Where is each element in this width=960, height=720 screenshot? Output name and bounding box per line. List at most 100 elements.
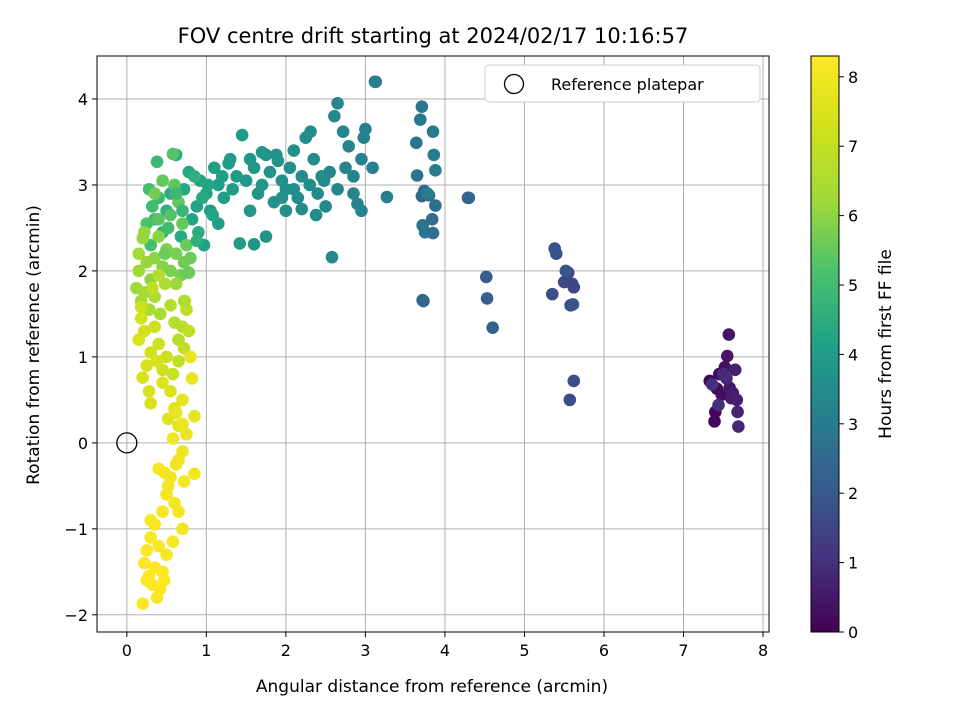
scatter-point	[169, 247, 183, 261]
scatter-point	[156, 505, 169, 518]
scatter-point	[138, 556, 151, 570]
y-tick-label: 3	[78, 176, 88, 195]
scatter-point	[410, 169, 424, 182]
scatter-point	[148, 561, 161, 574]
scatter-point	[347, 187, 360, 200]
scatter-point	[369, 75, 383, 89]
scatter-point	[429, 199, 442, 212]
scatter-point	[166, 432, 180, 445]
colorbar-tick-label: 4	[848, 345, 858, 364]
plot-frame	[96, 55, 770, 633]
scatter-point	[158, 247, 172, 261]
scatter-point	[145, 281, 159, 295]
scatter-point	[416, 219, 429, 232]
scatter-point	[319, 200, 332, 213]
scatter-point	[152, 337, 165, 351]
scatter-point	[136, 597, 150, 610]
colorbar-tick-label: 8	[848, 68, 858, 87]
colorbar: 0 1 2 3 4 5 6 7 8	[810, 55, 858, 642]
scatter-point	[479, 270, 493, 284]
scatter-point	[190, 234, 204, 248]
scatter-point	[380, 190, 394, 204]
scatter-point	[730, 393, 744, 407]
scatter-point	[177, 256, 191, 269]
scatter-point	[247, 237, 261, 251]
scatter-point	[270, 148, 283, 162]
scatter-point	[732, 420, 745, 433]
scatter-point	[279, 204, 293, 218]
scatter-point	[180, 427, 193, 441]
scatter-point	[287, 144, 301, 157]
colorbar-tick-label: 6	[848, 207, 858, 226]
x-tick-label: 8	[758, 641, 768, 660]
scatter-point	[177, 341, 191, 355]
scatter-point	[307, 152, 321, 166]
scatter-point	[182, 266, 196, 279]
scatter-point	[708, 415, 721, 428]
scatter-point	[239, 174, 253, 187]
scatter-point	[144, 513, 157, 527]
y-tick-label: −2	[64, 606, 88, 625]
y-tick-label: 2	[78, 262, 88, 281]
scatter-point	[226, 182, 239, 196]
reference-platepar-marker	[116, 432, 138, 454]
scatter-point	[132, 264, 146, 278]
scatter-point	[415, 100, 429, 114]
scatter-point	[567, 280, 581, 294]
colorbar-ticks: 0 1 2 3 4 5 6 7 8	[839, 68, 858, 642]
scatter-point	[235, 128, 249, 142]
data-points	[130, 75, 745, 610]
scatter-point	[425, 213, 439, 226]
scatter-point	[152, 213, 165, 226]
scatter-point	[427, 148, 441, 162]
scatter-point	[303, 178, 317, 192]
colorbar-tick-label: 7	[848, 137, 858, 156]
scatter-point	[158, 466, 172, 480]
scatter-point	[359, 122, 372, 136]
scatter-point	[275, 174, 289, 187]
scatter-point	[251, 187, 265, 200]
scatter-point	[283, 161, 297, 175]
scatter-point	[140, 574, 154, 587]
y-tick-label: 4	[78, 90, 88, 109]
scatter-point	[142, 384, 156, 398]
scatter-point	[160, 548, 173, 561]
scatter-point	[152, 230, 165, 243]
colorbar-tick-label: 0	[848, 623, 858, 642]
scatter-point	[138, 225, 151, 239]
scatter-point	[148, 320, 161, 334]
plot-axes: 0 1 2 3 4 5 6 7 8 −2 −1 0 1 2 3 4	[64, 55, 770, 660]
scatter-point	[138, 324, 151, 338]
scatter-point	[161, 221, 175, 235]
scatter-point	[132, 247, 146, 261]
scatter-point	[150, 354, 164, 368]
scatter-point	[413, 113, 427, 126]
scatter-point	[417, 294, 430, 308]
scatter-point	[328, 109, 341, 123]
y-axis-label: Rotation from reference (arcmin)	[24, 205, 44, 485]
scatter-point	[462, 191, 476, 205]
scatter-point	[176, 417, 189, 431]
scatter-point	[169, 187, 183, 200]
scatter-point	[315, 170, 328, 183]
scatter-point	[255, 145, 269, 159]
y-tick-label: −1	[64, 520, 88, 539]
scatter-point	[567, 374, 581, 388]
x-tick-label: 4	[440, 641, 450, 660]
scatter-point	[712, 398, 725, 412]
scatter-point	[150, 155, 164, 169]
scatter-point	[311, 187, 324, 200]
scatter-point	[140, 359, 154, 372]
scatter-point	[233, 237, 247, 250]
scatter-point	[164, 299, 177, 312]
scatter-point	[223, 152, 237, 166]
scatter-point	[559, 264, 573, 278]
scatter-point	[184, 350, 197, 364]
y-tick-label: 0	[78, 434, 88, 453]
x-tick-label: 5	[519, 641, 529, 660]
scatter-point	[176, 204, 189, 218]
grid-lines	[97, 56, 769, 632]
scatter-point	[148, 187, 161, 200]
scatter-point	[152, 268, 165, 282]
scatter-point	[295, 202, 309, 216]
